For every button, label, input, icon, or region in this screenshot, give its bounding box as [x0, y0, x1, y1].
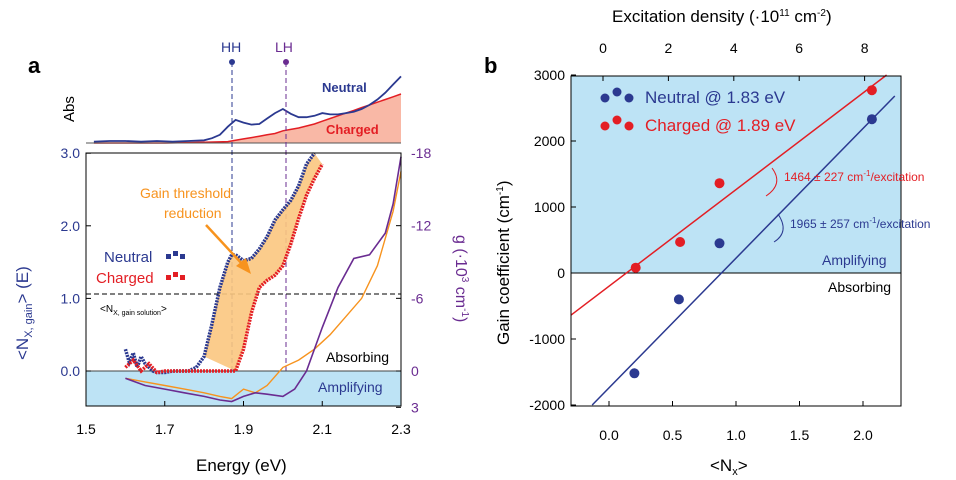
y-tick-label-b: 3000	[534, 67, 565, 83]
abs-ylabel: Abs	[61, 96, 78, 122]
absorbing-label-a: Absorbing	[326, 349, 389, 365]
x-tick-label-a: 1.7	[155, 421, 175, 437]
gain-solution-label: <NX, gain solution>	[100, 304, 167, 317]
data-point-neutral	[714, 238, 725, 249]
amplifying-label-b: Amplifying	[822, 252, 887, 268]
data-point-charged	[714, 178, 725, 189]
top-x-tick-label-b: 0	[599, 40, 607, 56]
fit-line-charged	[570, 74, 888, 316]
y-tick-label-right-a: -18	[411, 145, 431, 161]
slope-arc-charged	[765, 167, 778, 197]
legend-charged-b: Charged @ 1.89 eV	[645, 116, 796, 135]
annotation-line2: reduction	[164, 205, 222, 221]
x-axis-a: 1.5 1.7 1.9 2.1 2.3	[76, 401, 411, 437]
panel-a-label: a	[28, 53, 41, 78]
x-tick-label-b: 2.0	[853, 427, 873, 443]
legend-charged-a: Charged	[96, 270, 154, 287]
top-x-tick-label-b: 6	[795, 40, 803, 56]
y-tick-label-b: -1000	[529, 331, 565, 347]
y-axis-title-b: Gain coefficient (cm-1)	[494, 181, 513, 346]
hh-label: HH	[221, 39, 241, 55]
x-tick-label-b: 0.5	[663, 427, 683, 443]
abs-neutral-line	[93, 75, 402, 143]
annotation-line1: Gain threshold	[140, 185, 231, 201]
y-tick-label-left-a: 3.0	[61, 145, 81, 161]
abs-charged-label: Charged	[326, 122, 379, 137]
data-point-charged	[675, 237, 686, 247]
y-tick-label-left-a: 2.0	[61, 218, 81, 234]
y-tick-label-right-a: -12	[411, 218, 431, 234]
x-tick-label-a: 2.1	[313, 421, 333, 437]
data-points-b	[629, 85, 877, 379]
y-tick-label-b: 2000	[534, 133, 565, 149]
y-axis-right-a: 3 0 -6 -12 -18	[396, 145, 431, 415]
gain-charged-curve	[125, 156, 402, 403]
top-x-axis-title-b: Excitation density (·1011 cm-2)	[612, 7, 832, 26]
x-tick-label-b: 1.5	[790, 427, 810, 443]
x-axis-title-a: Energy (eV)	[196, 456, 287, 475]
gain-neutral-curve	[125, 171, 402, 400]
fit-line-neutral	[591, 95, 896, 406]
y-axis-right-title-a: g (·103 cm-1)	[452, 235, 470, 322]
y-tick-label-b: 0	[557, 265, 565, 281]
y-tick-label-left-a: 1.0	[61, 290, 81, 306]
top-x-tick-label-b: 4	[730, 40, 738, 56]
legend-charged-marker-b	[600, 115, 634, 131]
x-tick-label-a: 1.9	[234, 421, 254, 437]
y-axis-left-a: 0.0 1.0 2.0 3.0	[61, 145, 91, 379]
slope-arc-neutral	[773, 213, 784, 243]
x-tick-label-a: 2.3	[391, 421, 411, 437]
annotation-arrowhead	[236, 258, 251, 274]
y-tick-label-right-a: -6	[411, 290, 424, 306]
data-point-charged	[630, 262, 641, 273]
amplifying-region-b	[571, 76, 901, 273]
x-tick-label-b: 0.0	[599, 427, 619, 443]
x-tick-label-a: 1.5	[76, 421, 96, 437]
annotation-arrow	[205, 224, 245, 267]
y-axis-left-title-a: <NX, gain> (E)	[13, 266, 35, 360]
y-axis-b: -2000 -1000 0 1000 2000 3000	[529, 67, 576, 413]
x-axis-b: 0.0 0.5 1.0 1.5 2.0	[599, 401, 873, 443]
legend-neutral-squares	[166, 251, 185, 259]
top-x-tick-label-b: 8	[861, 40, 869, 56]
abs-charged-fill	[93, 94, 402, 143]
charged-threshold-curve	[124, 163, 324, 375]
data-point-neutral	[673, 294, 684, 305]
data-point-charged	[866, 85, 877, 96]
y-tick-label-left-a: 0.0	[61, 363, 81, 379]
lh-label: LH	[275, 39, 293, 55]
abs-neutral-label: Neutral	[322, 80, 367, 95]
gain-threshold-fill	[204, 153, 323, 371]
neutral-threshold-curve	[123, 152, 316, 375]
y-tick-label-right-a: 3	[411, 399, 419, 415]
y-tick-label-right-a: 0	[411, 363, 419, 379]
absorbing-label-b: Absorbing	[828, 279, 891, 295]
legend-neutral-b: Neutral @ 1.83 eV	[645, 88, 786, 107]
amplifying-label-a: Amplifying	[318, 379, 383, 395]
x-tick-label-b: 1.0	[726, 427, 746, 443]
legend-neutral-marker-b	[600, 87, 634, 103]
slope-label-neutral: 1965 ± 257 cm-1/excitation	[790, 216, 930, 231]
x-axis-title-b: <Nx>	[710, 456, 748, 478]
y-tick-label-b: -2000	[529, 397, 565, 413]
y-tick-label-b: 1000	[534, 199, 565, 215]
data-point-neutral	[866, 114, 877, 125]
top-x-axis-b: 0 2 4 6 8	[599, 40, 869, 81]
panel-b-label: b	[484, 53, 497, 78]
data-point-neutral	[629, 368, 640, 379]
legend-charged-squares	[166, 272, 185, 280]
slope-label-charged: 1464 ± 227 cm-1/excitation	[784, 169, 924, 184]
abs-inset: Abs Neutral Charged	[61, 75, 402, 144]
top-x-tick-label-b: 2	[665, 40, 673, 56]
legend-neutral-a: Neutral	[104, 249, 152, 266]
